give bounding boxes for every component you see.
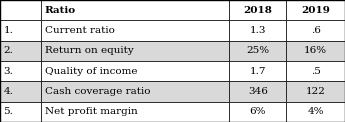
Text: 2019: 2019 (301, 6, 330, 15)
Text: 5.: 5. (3, 107, 13, 116)
Text: 122: 122 (306, 87, 326, 96)
Bar (0, 20, 41, 41)
Text: Cash coverage ratio: Cash coverage ratio (45, 87, 150, 96)
Bar (229, 102, 286, 122)
Text: .5: .5 (311, 67, 321, 76)
Bar (229, 41, 286, 61)
Bar (286, 41, 345, 61)
Text: 1.7: 1.7 (250, 67, 266, 76)
Bar (286, 0, 345, 20)
Bar (0, 0, 41, 20)
Bar (41, 0, 229, 20)
Text: Quality of income: Quality of income (45, 67, 137, 76)
Bar (286, 102, 345, 122)
Text: 2.: 2. (3, 46, 13, 55)
Bar (229, 0, 286, 20)
Text: 25%: 25% (246, 46, 269, 55)
Text: Ratio: Ratio (45, 6, 76, 15)
Bar (41, 102, 229, 122)
Text: 4%: 4% (307, 107, 324, 116)
Bar (0, 102, 41, 122)
Bar (41, 20, 229, 41)
Text: 1.: 1. (3, 26, 13, 35)
Bar (286, 81, 345, 102)
Text: 1.3: 1.3 (250, 26, 266, 35)
Text: 3.: 3. (3, 67, 13, 76)
Bar (229, 61, 286, 81)
Text: 4.: 4. (3, 87, 13, 96)
Bar (0, 81, 41, 102)
Bar (286, 20, 345, 41)
Bar (229, 20, 286, 41)
Text: 2018: 2018 (244, 6, 272, 15)
Text: Current ratio: Current ratio (45, 26, 115, 35)
Bar (286, 61, 345, 81)
Text: 346: 346 (248, 87, 268, 96)
Text: 16%: 16% (304, 46, 327, 55)
Bar (41, 81, 229, 102)
Text: Net profit margin: Net profit margin (45, 107, 138, 116)
Text: 6%: 6% (250, 107, 266, 116)
Bar (0, 61, 41, 81)
Bar (41, 41, 229, 61)
Text: .6: .6 (311, 26, 321, 35)
Bar (229, 81, 286, 102)
Bar (41, 61, 229, 81)
Text: Return on equity: Return on equity (45, 46, 134, 55)
Bar (0, 41, 41, 61)
